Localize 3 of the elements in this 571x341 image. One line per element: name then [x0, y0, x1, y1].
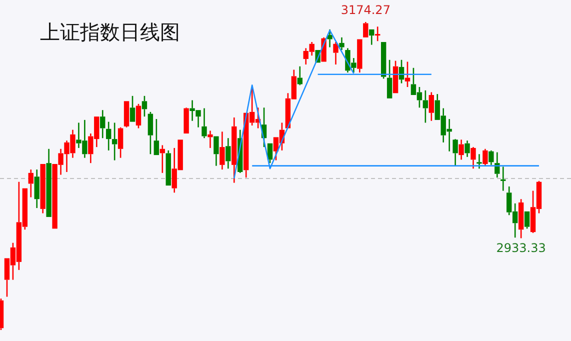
- annotation: 3174.27: [340, 3, 390, 17]
- chart-title: 上证指数日线图: [40, 20, 180, 44]
- annotation: 2933.33: [496, 241, 546, 256]
